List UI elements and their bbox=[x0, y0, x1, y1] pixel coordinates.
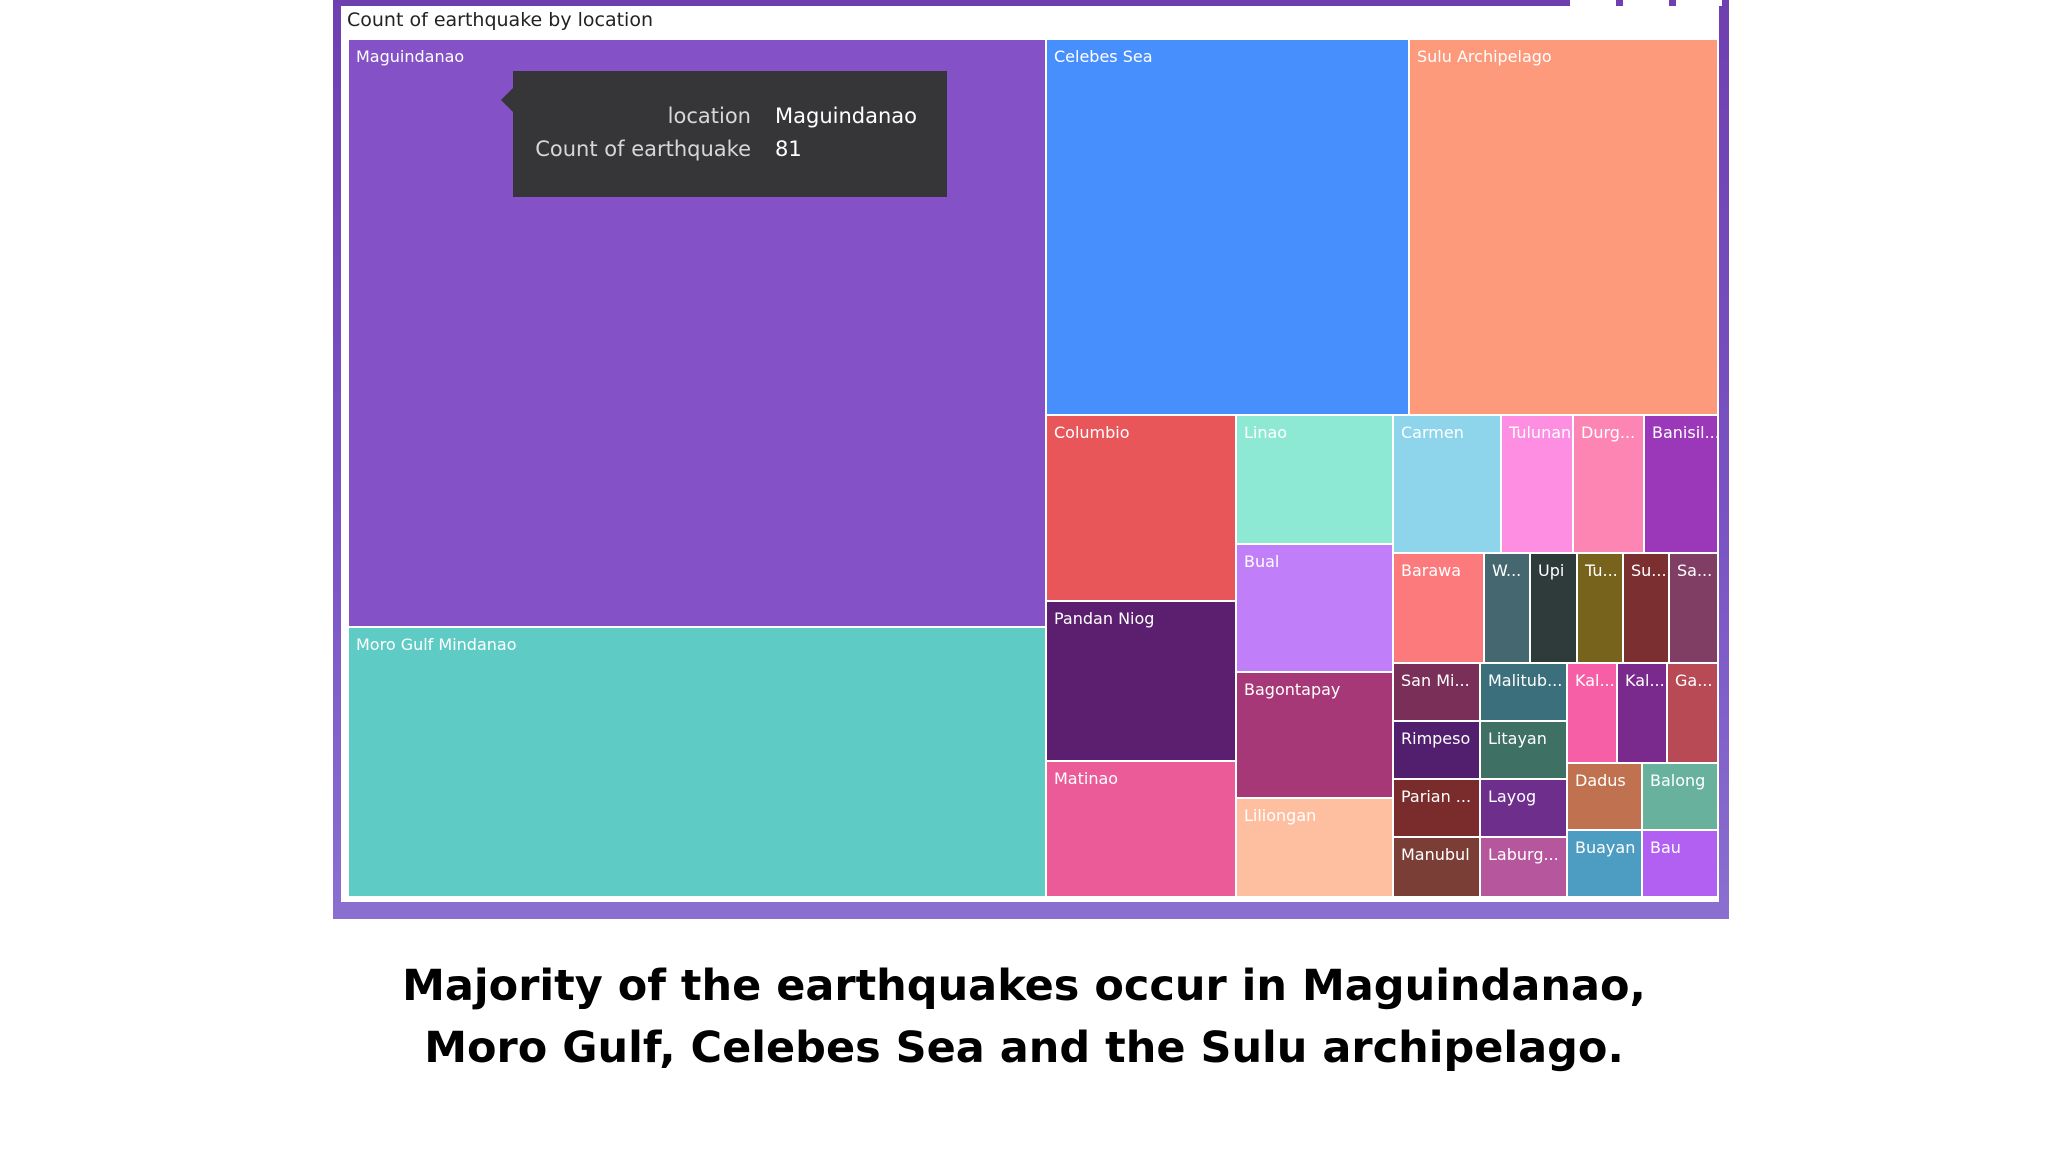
tooltip-count-label: Count of earthquake bbox=[535, 137, 751, 161]
treemap-tile-label: Banisil... bbox=[1652, 423, 1720, 442]
treemap-tile[interactable] bbox=[1394, 722, 1479, 778]
treemap-tile-label: Manubul bbox=[1401, 845, 1470, 864]
treemap-tile[interactable] bbox=[1394, 664, 1479, 720]
treemap-tile[interactable] bbox=[1502, 416, 1572, 552]
treemap-tile-label: Rimpeso bbox=[1401, 729, 1470, 748]
tooltip-location-label: location bbox=[667, 104, 751, 128]
tooltip-count-value: 81 bbox=[775, 137, 802, 161]
treemap-tile-label: Sa... bbox=[1677, 561, 1712, 580]
treemap-tile-label: Buayan bbox=[1575, 838, 1635, 857]
treemap-tile-label: Linao bbox=[1244, 423, 1287, 442]
treemap-tile[interactable] bbox=[1047, 602, 1235, 760]
treemap-tile-label: W... bbox=[1492, 561, 1521, 580]
treemap-tile-label: Columbio bbox=[1054, 423, 1130, 442]
caption: Majority of the earthquakes occur in Mag… bbox=[0, 955, 2048, 1079]
treemap-tile-label: Malitub... bbox=[1488, 671, 1562, 690]
chart-title: Count of earthquake by location bbox=[347, 9, 653, 31]
treemap-tile[interactable] bbox=[1668, 664, 1717, 762]
treemap-tile-label: Layog bbox=[1488, 787, 1536, 806]
treemap-tile[interactable] bbox=[1047, 416, 1235, 600]
treemap-tile[interactable] bbox=[1531, 554, 1576, 662]
treemap-tile-label: Bau bbox=[1650, 838, 1681, 857]
treemap-tile-label: Sulu Archipelago bbox=[1417, 47, 1552, 66]
treemap-tile[interactable] bbox=[1624, 554, 1668, 662]
treemap-tile[interactable] bbox=[349, 628, 1045, 896]
treemap-tile-label: Celebes Sea bbox=[1054, 47, 1153, 66]
treemap-tile[interactable] bbox=[1645, 416, 1717, 552]
treemap-tile[interactable] bbox=[1568, 764, 1641, 829]
treemap-tile-label: San Mi... bbox=[1401, 671, 1470, 690]
caption-line-2: Moro Gulf, Celebes Sea and the Sulu arch… bbox=[424, 1023, 1624, 1073]
treemap-tile[interactable] bbox=[1237, 545, 1392, 671]
treemap-tile-label: Durg... bbox=[1581, 423, 1635, 442]
treemap-tile[interactable] bbox=[1670, 554, 1717, 662]
treemap-tile[interactable] bbox=[1485, 554, 1529, 662]
treemap-tile-label: Kal... bbox=[1575, 671, 1615, 690]
tooltip-pointer bbox=[501, 88, 513, 112]
treemap-tile[interactable] bbox=[1394, 780, 1479, 836]
treemap-tile-label: Parian ... bbox=[1401, 787, 1471, 806]
treemap-tile[interactable] bbox=[1394, 416, 1500, 552]
caption-line-1: Majority of the earthquakes occur in Mag… bbox=[402, 961, 1646, 1011]
treemap-tile[interactable] bbox=[1481, 838, 1566, 896]
tooltip: location Maguindanao Count of earthquake… bbox=[513, 71, 947, 197]
treemap-tile[interactable] bbox=[1237, 416, 1392, 543]
treemap-tile-label: Laburg... bbox=[1488, 845, 1559, 864]
treemap-tile-label: Barawa bbox=[1401, 561, 1461, 580]
treemap-tile[interactable] bbox=[1568, 831, 1641, 896]
treemap-tile-label: Liliongan bbox=[1244, 806, 1316, 825]
treemap-tile[interactable] bbox=[1643, 764, 1717, 829]
treemap-tile[interactable] bbox=[1481, 722, 1566, 778]
treemap-tile-label: Balong bbox=[1650, 771, 1705, 790]
treemap-tile-label: Bual bbox=[1244, 552, 1279, 571]
treemap-tile[interactable] bbox=[1237, 673, 1392, 797]
treemap-tile-label: Maguindanao bbox=[356, 47, 464, 66]
treemap-tile[interactable] bbox=[1410, 40, 1717, 414]
treemap-tile[interactable] bbox=[1394, 554, 1483, 662]
treemap-tile-label: Dadus bbox=[1575, 771, 1626, 790]
treemap-tile-label: Tu... bbox=[1584, 561, 1618, 580]
treemap-tile[interactable] bbox=[1643, 831, 1717, 896]
visual-header-button[interactable] bbox=[1623, 0, 1669, 6]
treemap-tile-label: Tulunan bbox=[1508, 423, 1571, 442]
treemap-tile-label: Carmen bbox=[1401, 423, 1464, 442]
treemap-tile-label: Bagontapay bbox=[1244, 680, 1340, 699]
treemap-tile[interactable] bbox=[1047, 762, 1235, 896]
tooltip-location-value: Maguindanao bbox=[775, 104, 917, 128]
treemap-tile-label: Matinao bbox=[1054, 769, 1118, 788]
treemap-tile[interactable] bbox=[1394, 838, 1479, 896]
visual-header-button[interactable] bbox=[1676, 0, 1722, 6]
treemap-tile[interactable] bbox=[1047, 40, 1408, 414]
treemap-tile[interactable] bbox=[1481, 664, 1566, 720]
treemap-tile-label: Moro Gulf Mindanao bbox=[356, 635, 516, 654]
treemap-tile-label: Upi bbox=[1538, 561, 1564, 580]
treemap-tile[interactable] bbox=[1481, 780, 1566, 836]
treemap-tile-label: Pandan Niog bbox=[1054, 609, 1154, 628]
treemap-tile-label: Ga... bbox=[1675, 671, 1712, 690]
treemap-tile[interactable] bbox=[1574, 416, 1643, 552]
treemap-tile-label: Kal... bbox=[1625, 671, 1665, 690]
treemap-tile[interactable] bbox=[1568, 664, 1616, 762]
treemap-tile-label: Su... bbox=[1631, 561, 1667, 580]
treemap-tile-label: Litayan bbox=[1488, 729, 1547, 748]
treemap-tile[interactable] bbox=[1618, 664, 1666, 762]
visual-header-button[interactable] bbox=[1570, 0, 1616, 6]
treemap-tile[interactable] bbox=[1578, 554, 1622, 662]
treemap-tile[interactable] bbox=[1237, 799, 1392, 896]
